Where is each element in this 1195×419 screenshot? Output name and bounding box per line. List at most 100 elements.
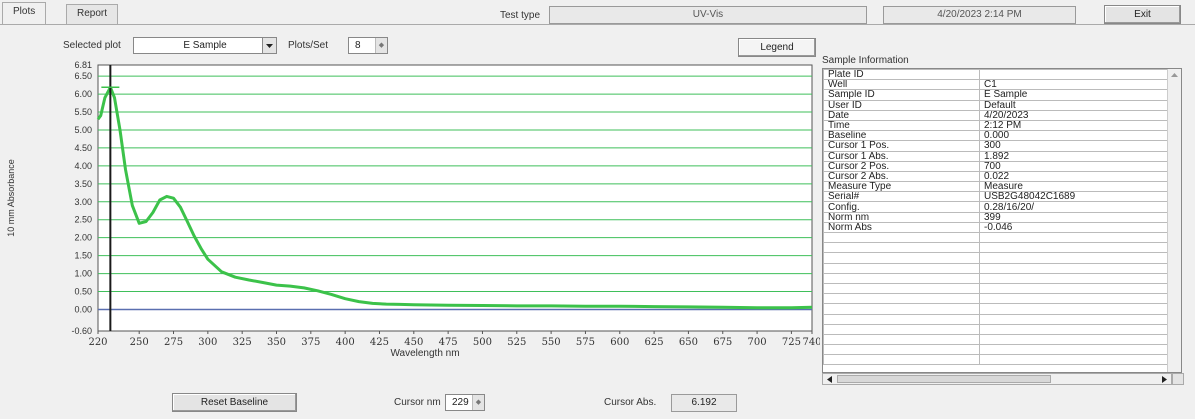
x-tick-label: 725: [782, 337, 801, 348]
cursor-nm-value: 229: [452, 397, 469, 408]
sample-info-row[interactable]: Norm Abs -0.046: [823, 221, 1168, 234]
sample-info-row[interactable]: Cursor 2 Abs. 0.022: [823, 170, 1168, 183]
sample-info-row[interactable]: [823, 272, 1168, 284]
sample-info-row[interactable]: Plate ID: [823, 69, 1168, 81]
scroll-up-icon[interactable]: [1168, 69, 1181, 81]
sample-info-key: [823, 344, 980, 356]
plot-area: [97, 64, 813, 332]
sample-info-key: Baseline: [823, 130, 980, 142]
sample-info-row[interactable]: Cursor 1 Pos. 300: [823, 140, 1168, 152]
sample-info-key: Cursor 2 Pos.: [823, 160, 980, 172]
cursor-abs-label: Cursor Abs.: [604, 397, 657, 408]
sample-info-row[interactable]: User ID Default: [823, 99, 1168, 111]
sample-info-row[interactable]: Time 2:12 PM: [823, 119, 1168, 132]
sample-info-key: Plate ID: [823, 69, 980, 81]
reset-baseline-button[interactable]: Reset Baseline: [172, 393, 297, 412]
sample-info-row[interactable]: Norm nm 399: [823, 211, 1168, 223]
sample-info-value: [979, 293, 1168, 305]
vertical-scrollbar[interactable]: [1167, 69, 1181, 372]
x-tick-label: 650: [679, 337, 698, 348]
tab-report[interactable]: Report: [66, 4, 119, 24]
sample-info-row[interactable]: Config. 0.28/16/20/: [823, 201, 1168, 213]
sample-info-key: [823, 262, 980, 274]
x-tick-label: 220: [88, 337, 107, 348]
selected-plot-select[interactable]: E Sample: [133, 37, 277, 54]
y-axis-label: 10 mm Absorbance: [6, 159, 16, 237]
y-tick-label: -0.60: [71, 326, 92, 336]
sample-info-row[interactable]: Serial# USB2G48042C1689: [823, 191, 1168, 203]
y-tick-label: 6.81: [74, 60, 92, 70]
x-tick-label: 250: [130, 337, 149, 348]
x-tick-label: 675: [713, 337, 732, 348]
sample-info-value: 1.892: [979, 150, 1168, 162]
chevron-down-icon[interactable]: [262, 38, 276, 53]
tab-report-label: Report: [77, 8, 108, 19]
sample-info-row[interactable]: Date 4/20/2023: [823, 109, 1168, 121]
sample-info-row[interactable]: [823, 252, 1168, 264]
x-tick-label: 300: [198, 337, 217, 348]
sample-info-row[interactable]: Cursor 1 Abs. 1.892: [823, 150, 1168, 162]
sample-info-row[interactable]: [823, 231, 1168, 244]
x-tick-label: 275: [164, 337, 183, 348]
sample-info-key: [823, 333, 980, 346]
plots-set-label: Plots/Set: [288, 40, 329, 51]
sample-info-grid[interactable]: Plate ID Well C1 Sample ID E Sample User ID De…: [822, 68, 1182, 373]
sample-info-key: [823, 323, 980, 335]
plots-set-stepper[interactable]: 8 ◆: [348, 37, 388, 54]
sample-info-row[interactable]: Sample ID E Sample: [823, 89, 1168, 101]
sample-info-value: [979, 303, 1168, 315]
sample-info-value: [979, 323, 1168, 335]
sample-info-row[interactable]: Well C1: [823, 79, 1168, 91]
absorbance-chart[interactable]: -0.60 0.00 0.50 1.00 1.50 2.00 2.50 3.00 3.50 4.0…: [0, 60, 820, 395]
sample-info-value: Default: [979, 99, 1168, 111]
plots-set-value: 8: [355, 40, 361, 51]
x-tick-label: 375: [301, 337, 320, 348]
sample-info-value: 300: [979, 140, 1168, 152]
exit-button[interactable]: Exit: [1104, 5, 1181, 24]
test-type-label: Test type: [500, 10, 541, 21]
sample-info-row[interactable]: [823, 262, 1168, 274]
y-tick-label: 5.50: [74, 107, 92, 117]
sample-info-row[interactable]: [823, 354, 1168, 366]
sample-info-value: USB2G48042C1689: [979, 191, 1168, 203]
scroll-right-icon[interactable]: [1159, 375, 1169, 384]
sample-info-key: User ID: [823, 99, 980, 111]
horizontal-scrollbar[interactable]: [822, 373, 1172, 385]
y-tick-label: 3.00: [74, 197, 92, 207]
sample-info-row[interactable]: Baseline 0.000: [823, 130, 1168, 142]
sample-info-row[interactable]: [823, 303, 1168, 315]
tab-plots-label: Plots: [13, 6, 36, 17]
spin-arrows-icon[interactable]: ◆: [472, 395, 484, 410]
sample-info-row[interactable]: Measure Type Measure: [823, 181, 1168, 193]
sample-info-row[interactable]: Cursor 2 Pos. 700: [823, 160, 1168, 172]
legend-button[interactable]: Legend: [738, 38, 816, 57]
sample-info-key: [823, 242, 980, 254]
y-tick-label: 0.00: [74, 304, 92, 314]
sample-info-row[interactable]: [823, 313, 1168, 325]
sample-info-value: [979, 272, 1168, 284]
absorbance-plot[interactable]: -0.60 0.00 0.50 1.00 1.50 2.00 2.50 3.00 3.50 4.0…: [0, 60, 820, 395]
sample-info-key: [823, 354, 980, 366]
x-tick-label: 600: [610, 337, 629, 348]
sample-info-value: [979, 344, 1168, 356]
x-tick-label: 325: [233, 337, 252, 348]
y-tick-label: 6.50: [74, 71, 92, 81]
sample-info-key: [823, 252, 980, 264]
sample-info-row[interactable]: [823, 293, 1168, 305]
sample-info-value: E Sample: [979, 89, 1168, 101]
sample-info-row[interactable]: [823, 333, 1168, 346]
sample-info-row[interactable]: [823, 344, 1168, 356]
sample-info-row[interactable]: [823, 242, 1168, 254]
sample-info-row[interactable]: [823, 282, 1168, 295]
sample-info-row[interactable]: [823, 323, 1168, 335]
x-tick-label: 500: [473, 337, 492, 348]
horizontal-scroll-thumb[interactable]: [837, 375, 1051, 383]
x-tick-label: 625: [645, 337, 664, 348]
scroll-left-icon[interactable]: [825, 375, 835, 384]
sample-info-key: Norm Abs: [823, 221, 980, 234]
x-tick-label: 740: [802, 337, 820, 348]
tab-plots[interactable]: Plots: [2, 2, 47, 24]
sample-info-key: Time: [823, 119, 980, 132]
cursor-nm-stepper[interactable]: 229 ◆: [445, 394, 485, 411]
spin-arrows-icon[interactable]: ◆: [375, 38, 387, 53]
